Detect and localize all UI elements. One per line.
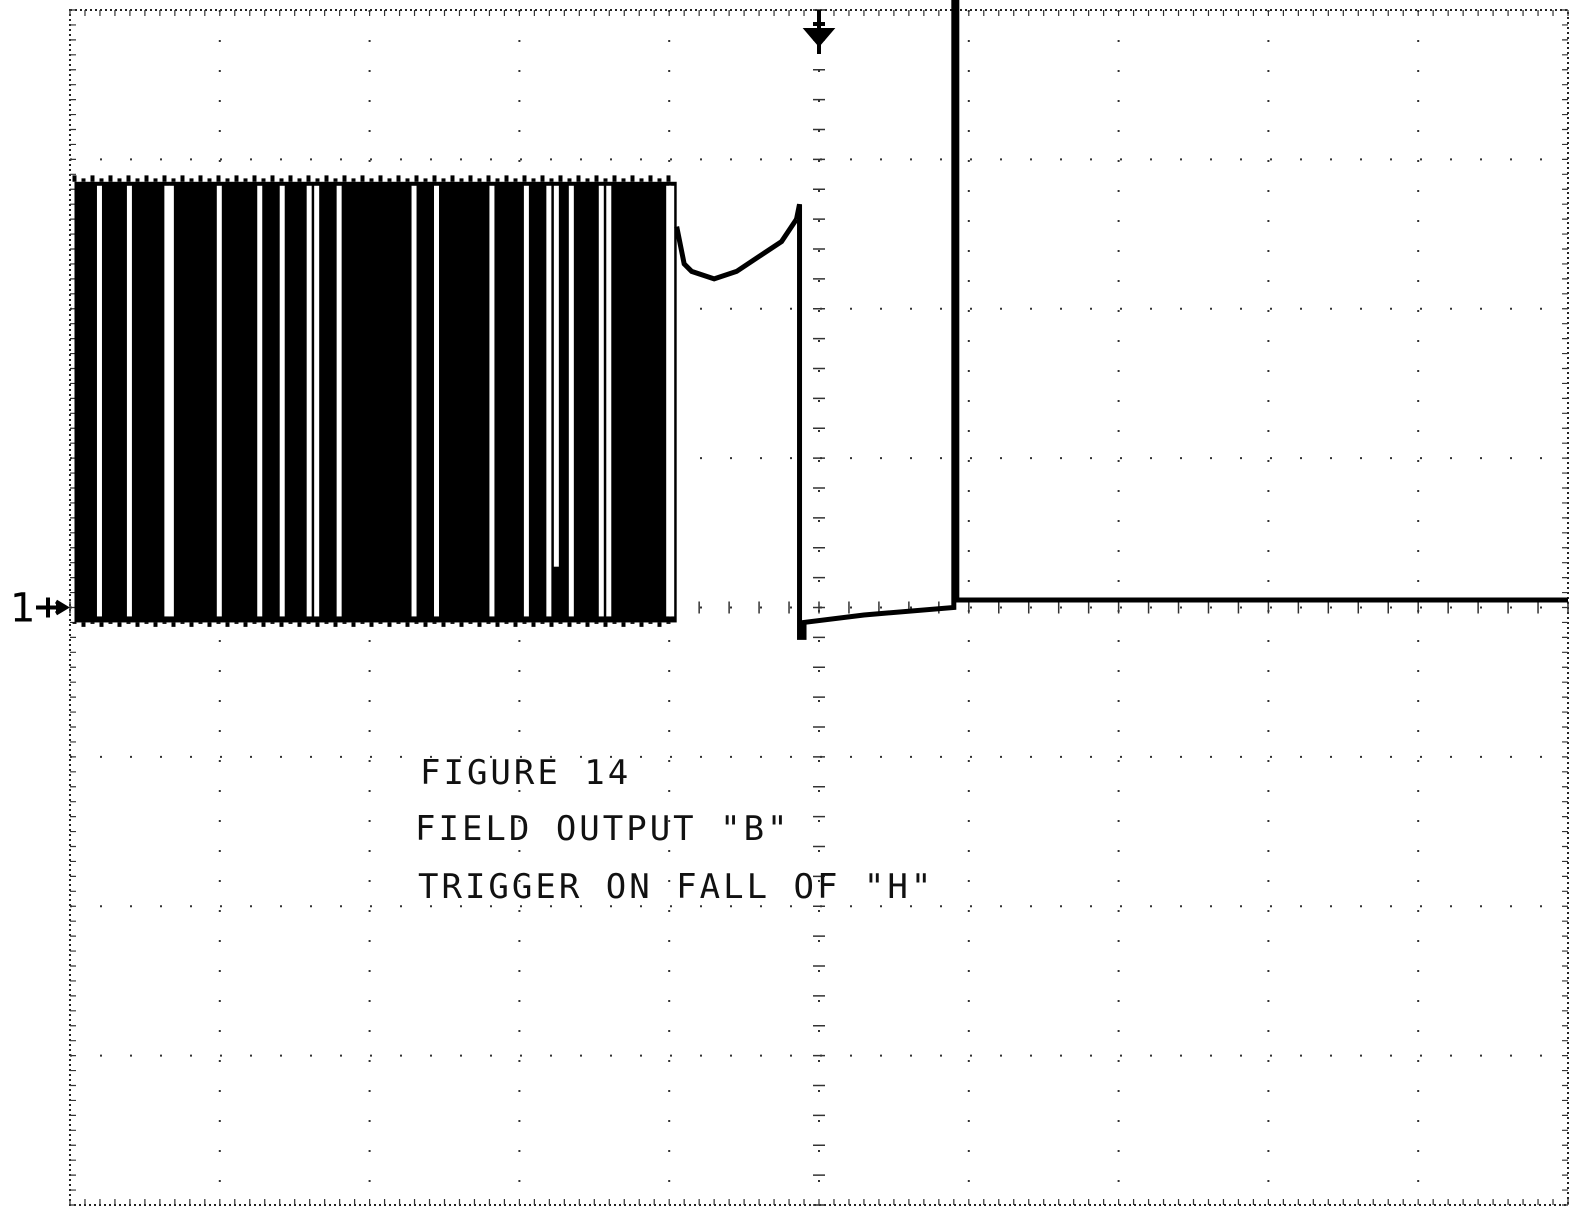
- burst-gap: [523, 185, 529, 617]
- annotation-line-3: TRIGGER ON FALL OF "H": [418, 867, 934, 907]
- burst-gap: [606, 185, 612, 617]
- burst-gap: [411, 185, 417, 617]
- burst-gap: [434, 185, 440, 617]
- burst-gap: [598, 185, 604, 617]
- ground-arrow: [36, 597, 70, 618]
- burst-gap: [546, 185, 552, 617]
- handwritten-annotation: FIGURE 14 FIELD OUTPUT "B" TRIGGER ON FA…: [415, 753, 934, 907]
- burst-gap: [306, 185, 312, 617]
- annotation-line-1: FIGURE 14: [420, 753, 631, 793]
- burst-gap: [279, 185, 285, 617]
- burst-block: [74, 181, 677, 623]
- burst-gap: [666, 185, 672, 617]
- signal-trace: [72, 0, 1568, 640]
- burst-gap: [336, 185, 342, 617]
- burst-gap: [216, 185, 222, 617]
- graticule-edge-ticks: [69, 9, 1569, 1206]
- burst-gap: [96, 185, 102, 617]
- burst-gap: [126, 185, 132, 617]
- trace-line: [674, 217, 799, 282]
- burst-gap: [568, 185, 574, 617]
- channel-label: 1: [10, 586, 35, 632]
- annotation-line-2: FIELD OUTPUT "B": [415, 809, 791, 849]
- burst-gap: [669, 185, 675, 617]
- trigger-marker: [802, 10, 836, 54]
- burst-gap: [489, 185, 495, 617]
- burst-gap: [257, 185, 263, 617]
- burst-gap: [164, 185, 170, 617]
- trigger-arrow: [802, 10, 836, 54]
- burst-gap: [168, 185, 174, 617]
- channel-marker: 1: [10, 586, 70, 632]
- burst-edge-noise: [72, 175, 671, 627]
- trace-line: [794, 0, 1568, 640]
- burst-gap: [314, 185, 320, 617]
- burst-notch: [553, 185, 559, 567]
